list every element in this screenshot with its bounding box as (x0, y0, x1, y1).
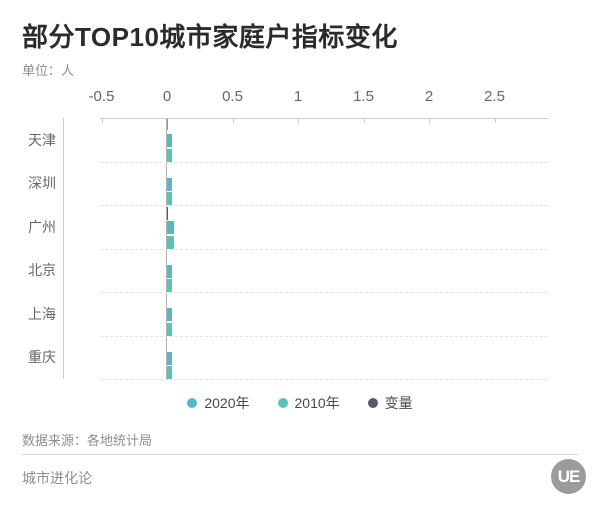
category-label: 深圳 (28, 175, 56, 192)
x-axis-line (100, 118, 548, 119)
chart-legend: 2020年 2010年 变量 (0, 393, 600, 413)
bar-2020年 (167, 308, 172, 322)
x-tick-mark (494, 119, 496, 123)
row-separator-line (100, 379, 548, 380)
legend-label: 变量 (384, 395, 413, 411)
x-tick-mark (167, 119, 168, 130)
row-separator-line (100, 205, 548, 206)
bar-2010年 (167, 148, 172, 162)
legend-item[interactable]: 2020年 (187, 393, 250, 413)
x-tick-label: 1 (293, 88, 303, 105)
category-label: 北京 (28, 262, 56, 279)
footer-divider (22, 454, 578, 455)
brand-logo: UE (551, 459, 586, 494)
bar-2020年 (167, 134, 172, 148)
brand-logo-text: UE (557, 466, 581, 486)
x-tick-label: 2.5 (484, 88, 505, 105)
legend-item[interactable]: 变量 (367, 393, 413, 413)
row-separator-line (100, 161, 548, 163)
unit-label: 单位：人 (22, 63, 75, 78)
legend-dot-icon (277, 398, 288, 408)
legend-item[interactable]: 2010年 (277, 393, 340, 413)
bar-变量 (167, 206, 168, 220)
x-tick-mark (298, 119, 299, 123)
legend-dot-icon (187, 398, 198, 408)
x-tick-label: 0.5 (222, 88, 243, 105)
category-label: 上海 (28, 305, 56, 322)
x-tick-mark (429, 119, 430, 123)
x-tick-label: 0 (162, 88, 172, 105)
bar-2020年 (167, 351, 172, 365)
legend-label: 2020年 (204, 395, 250, 411)
x-tick-label: 1.5 (353, 88, 374, 105)
x-tick-mark (101, 119, 103, 123)
row-separator-line (100, 248, 548, 250)
legend-dot-icon (367, 398, 378, 408)
x-tick-label: 2 (424, 88, 434, 105)
category-label: 广州 (28, 218, 56, 235)
bar-2020年 (167, 177, 172, 191)
x-tick-mark (232, 119, 234, 123)
bar-2020年 (167, 221, 174, 235)
y-axis-line (63, 118, 64, 379)
bar-2020年 (167, 264, 172, 278)
chart-title: 部分TOP10城市家庭户指标变化 (22, 22, 398, 52)
legend-label: 2010年 (294, 395, 340, 411)
category-label: 重庆 (28, 349, 56, 366)
bar-2010年 (167, 279, 172, 293)
data-source-label: 数据来源：各地统计局 (22, 433, 153, 448)
row-separator-line (100, 292, 548, 293)
x-tick-label: -0.5 (88, 88, 115, 105)
x-tick-mark (363, 119, 365, 123)
bar-2010年 (167, 322, 172, 336)
bar-2010年 (167, 192, 172, 206)
bar-2010年 (167, 235, 174, 249)
bar-2010年 (167, 366, 172, 380)
category-label: 天津 (28, 131, 56, 148)
row-separator-line (100, 335, 548, 337)
brand-label: 城市进化论 (22, 470, 92, 486)
